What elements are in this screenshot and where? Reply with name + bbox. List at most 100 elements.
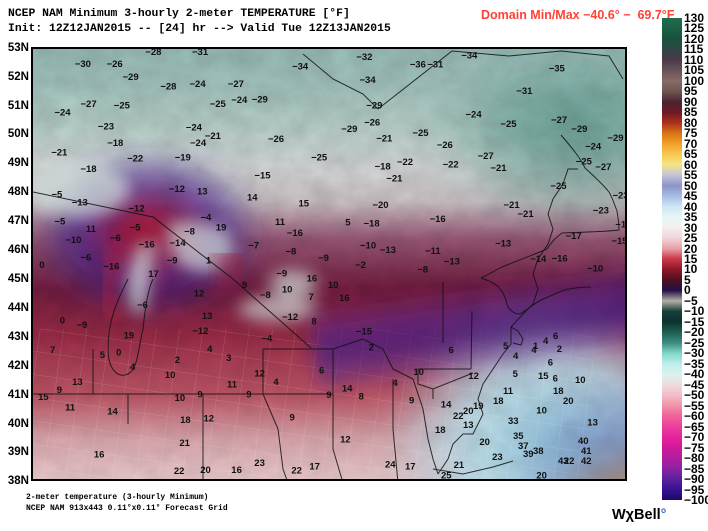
svg-text:−22: −22 <box>127 154 143 165</box>
svg-text:21: 21 <box>179 438 190 449</box>
svg-text:−25: −25 <box>114 101 131 112</box>
svg-text:−6: −6 <box>137 300 148 311</box>
svg-text:9: 9 <box>409 396 414 407</box>
svg-text:−25: −25 <box>550 181 567 192</box>
svg-text:−23: −23 <box>613 191 628 202</box>
svg-text:−24: −24 <box>190 138 207 149</box>
svg-text:39: 39 <box>523 449 534 460</box>
svg-text:10: 10 <box>328 280 339 291</box>
svg-text:12: 12 <box>468 371 479 382</box>
svg-text:20: 20 <box>479 437 490 448</box>
svg-text:−11: −11 <box>425 246 441 257</box>
svg-text:17: 17 <box>405 461 416 472</box>
svg-text:−28: −28 <box>160 82 176 93</box>
svg-text:−25: −25 <box>412 128 429 139</box>
svg-text:2: 2 <box>175 355 180 366</box>
svg-text:6: 6 <box>319 366 324 377</box>
svg-text:15: 15 <box>38 392 49 403</box>
svg-text:20: 20 <box>463 406 474 417</box>
svg-text:−2: −2 <box>355 260 366 271</box>
svg-text:17: 17 <box>148 269 159 280</box>
svg-text:−24: −24 <box>54 108 71 119</box>
svg-text:−25: −25 <box>210 99 227 110</box>
svg-text:−24: −24 <box>190 79 207 90</box>
svg-text:11: 11 <box>86 224 97 235</box>
svg-text:−7: −7 <box>248 241 259 252</box>
svg-text:15: 15 <box>538 371 549 382</box>
svg-text:22: 22 <box>174 466 185 477</box>
svg-text:−27: −27 <box>551 115 567 126</box>
svg-text:9: 9 <box>57 385 62 396</box>
svg-text:−30: −30 <box>75 59 91 70</box>
svg-text:−16: −16 <box>103 262 119 273</box>
svg-text:16: 16 <box>94 450 105 461</box>
svg-text:−29: −29 <box>607 133 623 144</box>
svg-text:−20: −20 <box>372 200 388 211</box>
svg-text:−5: −5 <box>52 189 64 200</box>
svg-text:19: 19 <box>124 330 135 341</box>
svg-text:23: 23 <box>492 452 503 463</box>
svg-text:9: 9 <box>197 389 202 400</box>
svg-text:−18: −18 <box>364 219 380 230</box>
svg-text:10: 10 <box>282 285 293 296</box>
svg-text:−21: −21 <box>490 163 507 174</box>
svg-text:20: 20 <box>563 396 574 407</box>
svg-text:−34: −34 <box>360 75 377 86</box>
svg-text:4: 4 <box>543 336 549 347</box>
svg-text:−13: −13 <box>72 197 88 208</box>
svg-text:−8: −8 <box>260 290 271 301</box>
svg-text:4: 4 <box>393 378 399 389</box>
svg-text:−16: −16 <box>139 240 155 251</box>
svg-text:8: 8 <box>311 317 316 328</box>
svg-text:12: 12 <box>194 289 205 300</box>
svg-text:−36: −36 <box>410 60 426 71</box>
svg-text:−18: −18 <box>107 138 123 149</box>
svg-text:−29: −29 <box>252 95 268 106</box>
svg-text:−9: −9 <box>77 320 88 331</box>
svg-text:14: 14 <box>342 383 353 394</box>
svg-text:−9: −9 <box>318 253 329 264</box>
svg-text:10: 10 <box>575 375 586 386</box>
svg-text:8: 8 <box>359 392 364 403</box>
svg-text:−14: −14 <box>170 238 187 249</box>
svg-text:−28: −28 <box>145 49 161 58</box>
svg-text:−9: −9 <box>276 269 287 280</box>
svg-text:−6: −6 <box>80 252 91 263</box>
svg-text:23: 23 <box>254 458 265 469</box>
svg-text:−12: −12 <box>192 326 208 337</box>
svg-text:−31: −31 <box>192 49 209 58</box>
svg-text:1: 1 <box>206 256 212 267</box>
svg-text:10: 10 <box>413 367 424 378</box>
svg-text:−13: −13 <box>380 245 396 256</box>
svg-text:−8: −8 <box>285 247 296 258</box>
svg-text:−15: −15 <box>254 171 271 182</box>
svg-text:−15: −15 <box>611 236 627 247</box>
svg-text:20: 20 <box>536 471 547 482</box>
svg-text:7: 7 <box>309 292 314 303</box>
svg-text:4: 4 <box>207 344 213 355</box>
svg-text:−29: −29 <box>366 101 382 112</box>
svg-text:−21: −21 <box>518 209 535 220</box>
svg-text:−15: −15 <box>356 326 373 337</box>
svg-text:4: 4 <box>130 362 136 373</box>
svg-text:16: 16 <box>339 293 350 304</box>
svg-text:3: 3 <box>226 353 231 364</box>
svg-text:14: 14 <box>247 193 258 204</box>
svg-text:−29: −29 <box>571 124 587 135</box>
svg-text:5: 5 <box>503 341 509 352</box>
svg-text:6: 6 <box>553 331 558 342</box>
svg-text:−4: −4 <box>262 333 274 344</box>
svg-text:13: 13 <box>202 311 213 322</box>
svg-text:−12: −12 <box>129 204 145 215</box>
svg-text:20: 20 <box>200 465 211 476</box>
svg-text:14: 14 <box>441 400 452 411</box>
svg-text:−18: −18 <box>375 162 391 173</box>
svg-text:−26: −26 <box>268 134 284 145</box>
svg-text:−24: −24 <box>585 141 602 152</box>
svg-text:−5: −5 <box>54 216 66 227</box>
svg-text:1: 1 <box>533 341 539 352</box>
svg-text:−29: −29 <box>341 124 357 135</box>
svg-text:13: 13 <box>72 377 83 388</box>
svg-text:9: 9 <box>290 413 295 424</box>
svg-text:−35: −35 <box>549 64 566 75</box>
